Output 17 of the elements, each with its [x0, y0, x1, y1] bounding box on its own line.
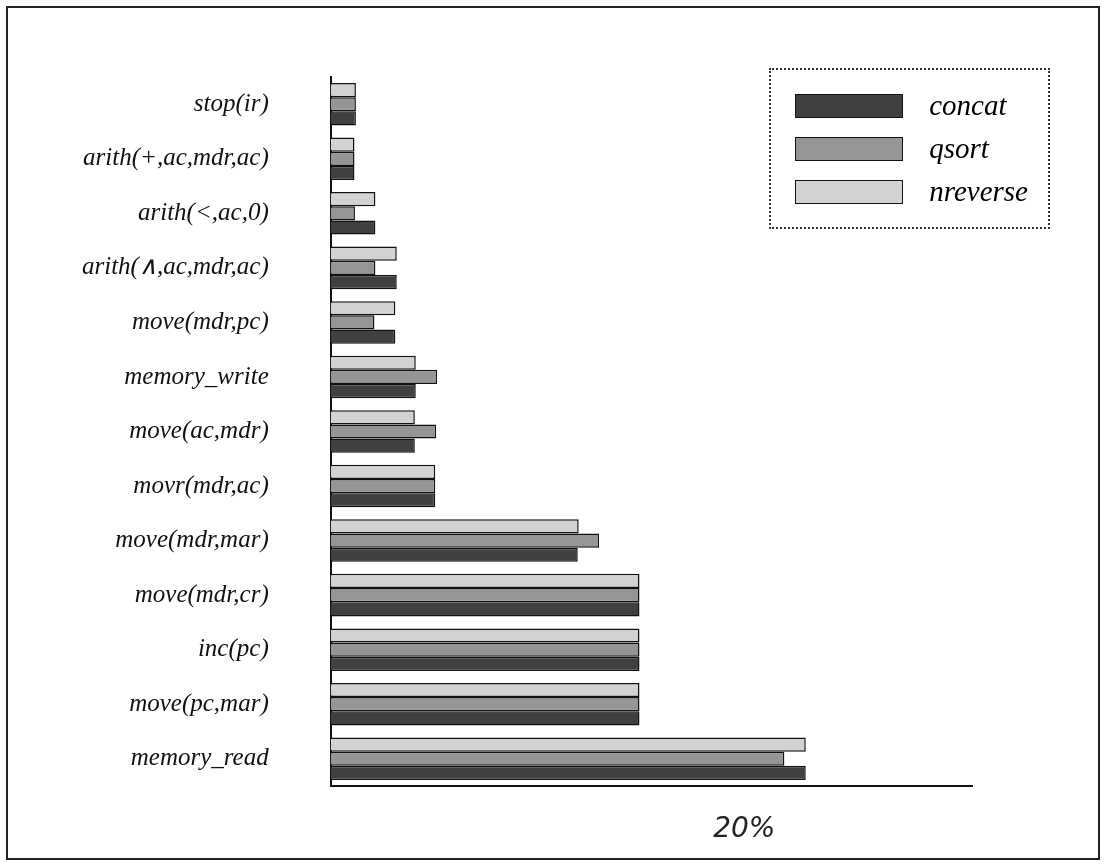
- legend-label: qsort: [929, 132, 989, 165]
- y-tick-label: move(mdr,pc): [131, 307, 269, 335]
- y-tick-label: move(mdr,mar): [115, 525, 269, 554]
- y-tick-label: move(pc,mar): [129, 688, 269, 717]
- y-tick-label: move(ac,mdr): [129, 416, 269, 445]
- text: 20%: [713, 811, 776, 845]
- y-tick-label: arith(∧,ac,mdr,ac): [81, 252, 269, 281]
- y-tick-label: move(mdr,cr): [134, 579, 269, 608]
- legend-label: nreverse: [929, 175, 1028, 208]
- y-tick-label: arith(<,ac,0): [137, 197, 269, 226]
- y-tick-label: arith(+,ac,mdr,ac): [83, 143, 269, 172]
- legend-label: concat: [929, 89, 1007, 122]
- y-tick-label: movr(mdr,ac): [133, 470, 269, 499]
- y-tick-label: stop(ir): [193, 88, 269, 117]
- y-tick-label: memory_write: [124, 361, 269, 389]
- y-tick-label: inc(pc): [197, 634, 269, 663]
- y-tick-label: memory_read: [130, 743, 270, 771]
